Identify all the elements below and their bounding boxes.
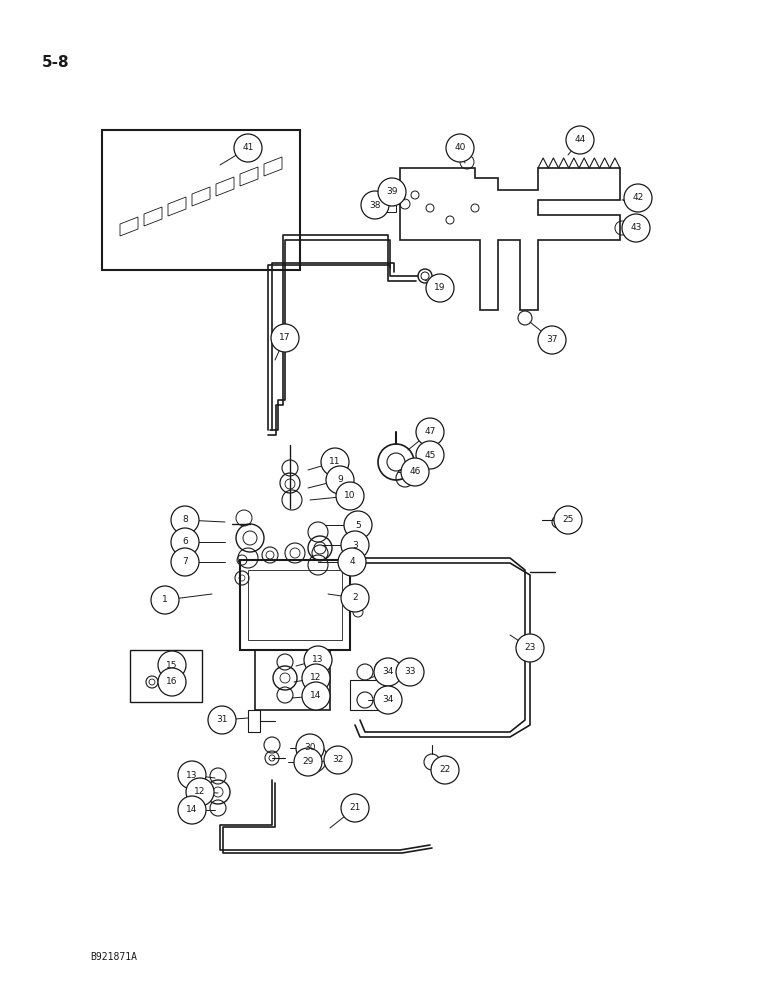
Bar <box>240 560 350 650</box>
Text: 13: 13 <box>186 770 198 780</box>
Text: 10: 10 <box>344 491 356 500</box>
Text: 3: 3 <box>352 540 358 550</box>
Text: 34: 34 <box>382 696 394 704</box>
Bar <box>248 570 342 640</box>
Circle shape <box>296 734 324 762</box>
Text: 8: 8 <box>182 516 188 524</box>
Text: 33: 33 <box>405 668 416 676</box>
Bar <box>248 710 260 732</box>
Circle shape <box>431 756 459 784</box>
Circle shape <box>178 761 206 789</box>
Text: 4: 4 <box>349 558 355 566</box>
Text: B921871A: B921871A <box>90 952 137 962</box>
Text: 38: 38 <box>369 200 381 210</box>
Circle shape <box>302 682 330 710</box>
Bar <box>102 130 300 270</box>
Circle shape <box>378 178 406 206</box>
Text: 16: 16 <box>166 678 178 686</box>
Text: 37: 37 <box>547 336 557 344</box>
Circle shape <box>401 458 429 486</box>
Text: 29: 29 <box>303 758 313 766</box>
Text: 2: 2 <box>352 593 357 602</box>
Circle shape <box>446 134 474 162</box>
Circle shape <box>171 506 199 534</box>
Text: 13: 13 <box>312 656 323 664</box>
Circle shape <box>554 506 582 534</box>
Circle shape <box>566 126 594 154</box>
Circle shape <box>294 748 322 776</box>
Text: 42: 42 <box>632 194 644 202</box>
Circle shape <box>171 548 199 576</box>
Text: 12: 12 <box>195 788 205 796</box>
Text: 25: 25 <box>562 516 574 524</box>
Text: 19: 19 <box>434 284 445 292</box>
Text: 11: 11 <box>329 458 340 466</box>
Circle shape <box>321 448 349 476</box>
Text: 30: 30 <box>304 744 316 752</box>
Text: 6: 6 <box>182 538 188 546</box>
Text: 12: 12 <box>310 674 322 682</box>
Text: 23: 23 <box>524 644 536 652</box>
Bar <box>255 650 330 710</box>
Circle shape <box>624 184 652 212</box>
Text: 45: 45 <box>425 450 435 460</box>
Circle shape <box>396 658 424 686</box>
Circle shape <box>341 794 369 822</box>
Bar <box>130 650 202 702</box>
Text: 43: 43 <box>630 224 642 232</box>
Circle shape <box>336 482 364 510</box>
Circle shape <box>151 586 179 614</box>
Circle shape <box>622 214 650 242</box>
Circle shape <box>516 634 544 662</box>
Text: 14: 14 <box>310 692 322 700</box>
Circle shape <box>341 531 369 559</box>
Text: 5: 5 <box>355 520 361 530</box>
Text: 32: 32 <box>332 756 344 764</box>
Circle shape <box>341 584 369 612</box>
Circle shape <box>416 418 444 446</box>
Circle shape <box>302 664 330 692</box>
Circle shape <box>361 191 389 219</box>
Circle shape <box>178 796 206 824</box>
Text: 40: 40 <box>454 143 466 152</box>
Text: 47: 47 <box>425 428 435 436</box>
Circle shape <box>426 274 454 302</box>
Text: 21: 21 <box>349 804 361 812</box>
Circle shape <box>234 134 262 162</box>
Circle shape <box>171 528 199 556</box>
Circle shape <box>324 746 352 774</box>
Circle shape <box>374 686 402 714</box>
Circle shape <box>208 706 236 734</box>
Circle shape <box>344 511 372 539</box>
Text: 5-8: 5-8 <box>42 55 69 70</box>
Circle shape <box>538 326 566 354</box>
Text: 1: 1 <box>162 595 168 604</box>
Circle shape <box>304 646 332 674</box>
Text: 46: 46 <box>409 468 421 477</box>
Circle shape <box>416 441 444 469</box>
Circle shape <box>326 466 354 494</box>
Text: 41: 41 <box>242 143 254 152</box>
Text: 31: 31 <box>216 716 228 724</box>
Text: 34: 34 <box>382 668 394 676</box>
Text: 22: 22 <box>439 766 451 774</box>
Text: 9: 9 <box>337 476 343 485</box>
Bar <box>350 680 390 710</box>
Text: 14: 14 <box>186 806 198 814</box>
Text: 7: 7 <box>182 558 188 566</box>
Circle shape <box>338 548 366 576</box>
Text: 15: 15 <box>166 660 178 670</box>
Circle shape <box>374 658 402 686</box>
Circle shape <box>158 651 186 679</box>
Circle shape <box>271 324 299 352</box>
Circle shape <box>186 778 214 806</box>
Circle shape <box>158 668 186 696</box>
Text: 44: 44 <box>574 135 586 144</box>
Text: 17: 17 <box>279 334 291 342</box>
Text: 39: 39 <box>386 188 398 196</box>
